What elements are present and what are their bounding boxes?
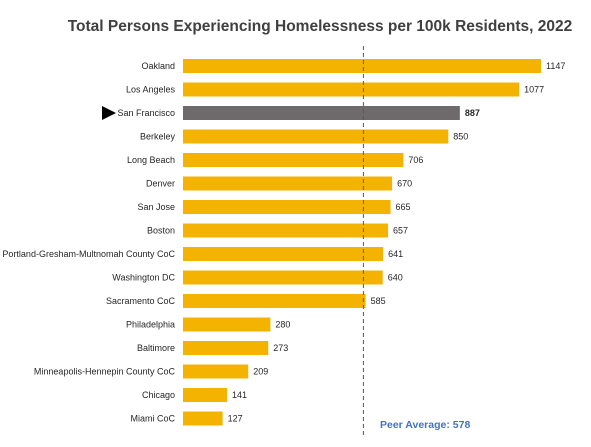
- category-label: San Francisco: [117, 108, 175, 118]
- category-label: Oakland: [141, 61, 175, 71]
- value-label: 665: [396, 202, 411, 212]
- category-label: Washington DC: [112, 273, 175, 283]
- value-label: 280: [275, 320, 290, 330]
- value-label: 127: [228, 414, 243, 424]
- chart-title: Total Persons Experiencing Homelessness …: [67, 18, 573, 35]
- category-label: Minneapolis-Hennepin County CoC: [34, 367, 176, 377]
- value-label: 585: [371, 296, 386, 306]
- category-label: Portland-Gresham-Multnomah County CoC: [2, 249, 175, 259]
- bar: [183, 153, 404, 167]
- bar: [183, 129, 449, 144]
- value-label: 641: [388, 249, 403, 259]
- bar: [183, 317, 271, 332]
- value-label: 850: [453, 132, 468, 142]
- bar: [183, 270, 383, 285]
- value-label: 706: [408, 155, 423, 165]
- value-label: 141: [232, 390, 247, 400]
- category-label: Baltimore: [137, 343, 175, 353]
- category-label: Long Beach: [127, 155, 175, 165]
- bar: [183, 247, 384, 261]
- category-label: Berkeley: [140, 132, 176, 142]
- value-label: 657: [393, 226, 408, 236]
- bar: [183, 341, 269, 355]
- bar: [183, 364, 249, 379]
- value-label: 640: [388, 273, 403, 283]
- category-label: Denver: [146, 179, 175, 189]
- value-label: 273: [273, 343, 288, 353]
- bar: [183, 200, 391, 214]
- bar: [183, 388, 228, 402]
- value-label: 209: [253, 367, 268, 377]
- value-label: 887: [465, 108, 480, 118]
- bar-highlighted: [183, 106, 460, 120]
- value-label: 670: [397, 179, 412, 189]
- category-label: Miami CoC: [130, 414, 175, 424]
- value-label: 1147: [546, 61, 565, 71]
- bar: [183, 294, 366, 308]
- category-label: Chicago: [142, 390, 175, 400]
- peer-average-label: Peer Average: 578: [380, 419, 470, 431]
- category-label: Sacramento CoC: [106, 296, 176, 306]
- value-label: 1077: [524, 85, 544, 95]
- bar: [183, 82, 520, 97]
- category-label: Philadelphia: [126, 320, 175, 330]
- category-label: Boston: [147, 226, 175, 236]
- bar: [183, 411, 223, 426]
- category-label: Los Angeles: [126, 85, 176, 95]
- highlight-marker-icon: [102, 106, 116, 120]
- bar: [183, 176, 393, 191]
- bar: [183, 59, 541, 73]
- bar: [183, 223, 389, 238]
- category-label: San Jose: [137, 202, 175, 212]
